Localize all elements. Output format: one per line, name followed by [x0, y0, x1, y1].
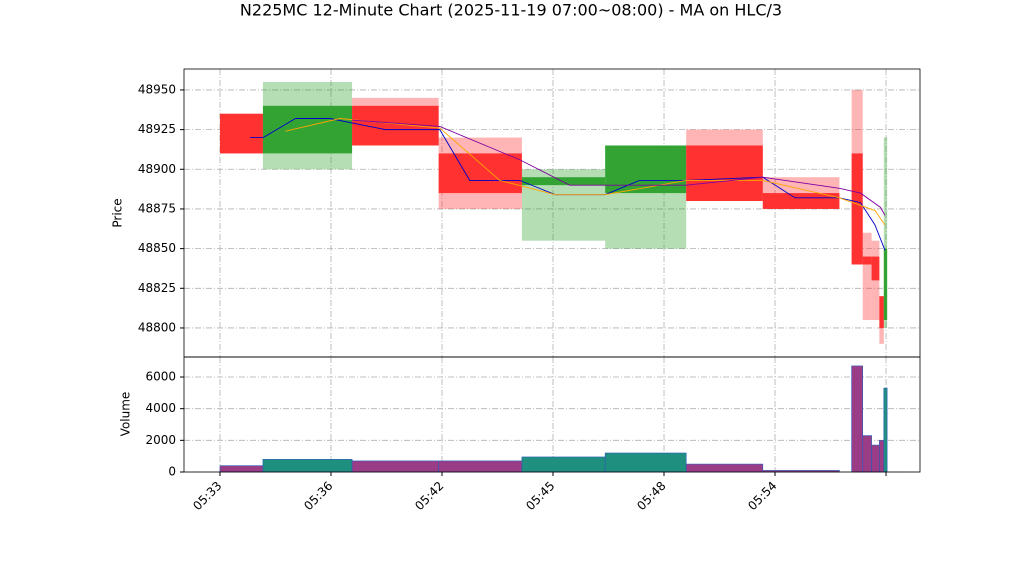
y-tick-label: 48900 [138, 162, 176, 176]
ma-line [285, 118, 886, 226]
volume-bar [883, 387, 888, 473]
candle-body [879, 296, 884, 328]
y2-tick-label: 0 [168, 465, 176, 479]
volume-panel-frame [183, 356, 921, 473]
x-tick-label: 05:45 [523, 479, 557, 513]
x-tick-label: 05:54 [745, 479, 779, 513]
y-tick-label: 48825 [138, 281, 176, 295]
y-tick-label: 48800 [138, 320, 176, 334]
volume-bar [521, 456, 606, 473]
y-tick-label: 48950 [138, 82, 176, 96]
volume-bar [438, 460, 523, 473]
candle-body [862, 256, 872, 265]
x-tick-label: 05:48 [634, 479, 668, 513]
candle-wick [883, 137, 888, 328]
candle-body [219, 113, 263, 154]
volume-bar [879, 440, 885, 473]
candle-body [262, 105, 353, 154]
volume-bar [851, 365, 864, 473]
y-tick-label: 48875 [138, 201, 176, 215]
candle-body [762, 193, 840, 209]
volume-bar [262, 459, 353, 473]
ma-line [352, 119, 886, 216]
x-tick-label: 05:42 [412, 479, 446, 513]
candle-body [871, 256, 880, 281]
candle-body [851, 153, 863, 265]
x-tick-label: 05:36 [301, 479, 335, 513]
y-axis-label: Price [111, 198, 125, 227]
candle-body [438, 153, 522, 194]
y2-tick-label: 2000 [145, 433, 176, 447]
y2-tick-label: 4000 [145, 401, 176, 415]
y2-axis-label: Volume [119, 392, 133, 437]
candle-body [521, 177, 606, 186]
y-tick-label: 48850 [138, 241, 176, 255]
chart-title: N225MC 12-Minute Chart (2025-11-19 07:00… [240, 1, 782, 20]
candle-body [605, 145, 687, 194]
y2-tick-label: 6000 [145, 369, 176, 383]
candle-body [686, 145, 763, 202]
x-tick-label: 05:33 [190, 479, 224, 513]
volume-bar [351, 460, 439, 473]
volume-bar [219, 465, 264, 473]
volume-bar [685, 463, 764, 473]
volume-bar [862, 435, 872, 473]
candle-body [883, 248, 888, 321]
volume-bar [871, 444, 880, 473]
y-tick-label: 48925 [138, 122, 176, 136]
candle-wick [862, 232, 872, 321]
volume-bar [604, 452, 687, 473]
